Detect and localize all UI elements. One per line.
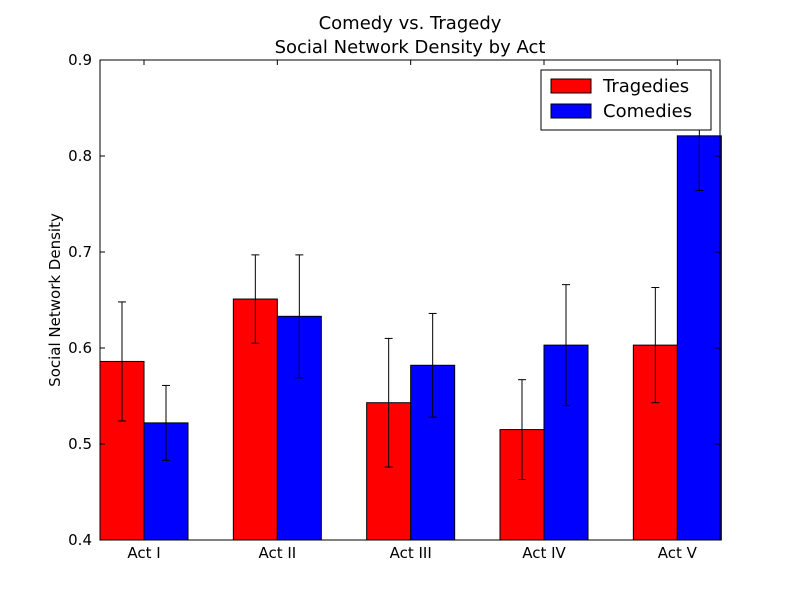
x-tick-label: Act II — [258, 544, 296, 562]
y-tick-label: 0.4 — [68, 531, 92, 549]
x-tick-label: Act I — [127, 544, 160, 562]
plot-area: Act I Act II Act III Act IV Act V 0.4 0.5 0.6 0.… — [68, 51, 722, 562]
legend-label-tragedies: Tragedies — [602, 76, 689, 97]
x-tick-label: Act V — [658, 544, 698, 562]
legend-swatch-tragedies — [550, 78, 592, 94]
x-tick-label: Act III — [390, 544, 432, 562]
legend: Tragedies Comedies — [540, 69, 712, 131]
chart-subtitle: Social Network Density by Act — [275, 37, 546, 58]
x-tick-label: Act IV — [522, 544, 566, 562]
chart-title: Comedy vs. Tragedy — [319, 13, 502, 34]
legend-label-comedies: Comedies — [603, 101, 692, 122]
y-tick-label: 0.7 — [68, 243, 92, 261]
y-tick-label: 0.5 — [68, 435, 92, 453]
axes-frame — [99, 59, 721, 541]
y-tick-label: 0.6 — [68, 339, 92, 357]
y-axis-label: Social Network Density — [46, 213, 64, 387]
legend-swatch-comedies — [550, 103, 592, 119]
y-tick-label: 0.9 — [68, 51, 92, 69]
bar-comedies-act-v — [676, 135, 722, 541]
y-tick-label: 0.8 — [68, 147, 92, 165]
